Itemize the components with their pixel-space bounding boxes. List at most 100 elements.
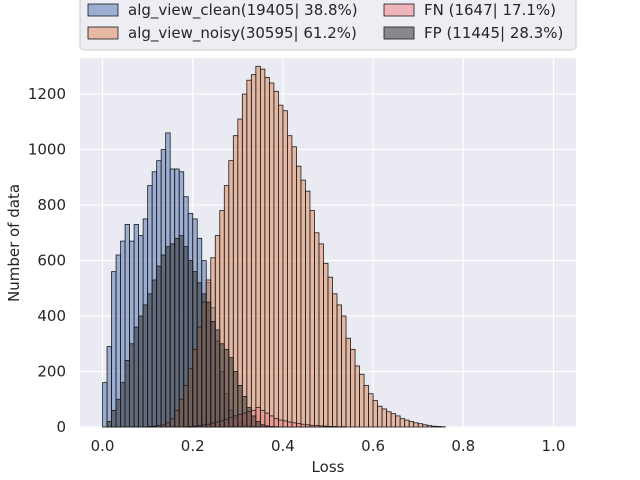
histogram-bar (142, 304, 149, 428)
y-tick-label: 200 (37, 363, 66, 381)
histogram-bar (259, 68, 266, 428)
histogram-bar (237, 384, 243, 428)
y-tick-label: 1200 (28, 85, 66, 103)
histogram-bar (133, 326, 140, 428)
x-tick-label: 0.4 (271, 437, 295, 455)
histogram-bar (273, 418, 279, 428)
histogram-bar (219, 343, 225, 428)
histogram-bar (300, 179, 306, 428)
histogram-bar (147, 293, 153, 428)
y-tick-label: 800 (37, 196, 66, 214)
histogram-bar (413, 422, 419, 428)
x-tick-label: 0.6 (361, 437, 385, 455)
histogram-bar (426, 425, 433, 428)
histogram-bar (106, 346, 112, 428)
histogram-bar (350, 348, 356, 428)
legend-label: alg_view_noisy(30595| 61.2%) (128, 24, 357, 43)
histogram-bar (187, 260, 194, 428)
histogram-bar (124, 360, 131, 428)
y-axis-ticks: 0 200 400 600 800 1000 1200 (28, 85, 66, 436)
histogram-bar (363, 384, 369, 428)
histogram-bar (255, 65, 261, 428)
histogram-bar (332, 426, 338, 428)
legend-swatch (383, 26, 415, 40)
histogram-bar (241, 396, 248, 428)
y-tick-label: 1000 (28, 141, 66, 159)
histogram-bar (314, 232, 320, 428)
histogram-bar (129, 343, 135, 428)
legend-label: alg_view_clean(19405| 38.8%) (128, 1, 358, 20)
histogram-bar (264, 412, 270, 428)
histogram-bar (309, 424, 315, 428)
histogram-bar (214, 329, 221, 428)
histogram-bar (305, 190, 311, 428)
histogram-bar (314, 425, 320, 428)
histogram-bar (408, 421, 415, 428)
histogram-bar (336, 304, 342, 428)
histogram-bar (192, 271, 198, 428)
histogram-bar (183, 246, 189, 428)
legend: alg_view_clean(19405| 38.8%) FN (1647| 17… (79, 0, 577, 51)
histogram-bar (246, 407, 252, 428)
histogram-bar (165, 246, 171, 428)
histogram-bar (210, 321, 216, 428)
histogram-bar (223, 348, 230, 428)
histogram-bars (102, 65, 446, 428)
histogram-bar (268, 426, 275, 428)
histogram-bar (264, 77, 270, 428)
histogram-bar (291, 422, 297, 428)
histogram-bar (327, 426, 333, 428)
histogram-bar (287, 421, 293, 428)
histogram-bar (422, 424, 428, 428)
histogram-bar (169, 243, 176, 428)
histogram-bar (417, 423, 424, 428)
histogram-bar (399, 418, 406, 428)
y-axis-label: Number of data (5, 184, 23, 302)
histogram-bar (115, 398, 121, 428)
histogram-bar (372, 400, 379, 428)
histogram-bar (174, 237, 180, 428)
histogram-bar (102, 382, 108, 428)
histogram-bar (368, 393, 374, 428)
histogram-bar (277, 419, 284, 428)
histogram-bar (160, 254, 167, 428)
histogram-bar (111, 271, 117, 428)
histogram-bar (435, 426, 442, 428)
legend-swatch (87, 3, 119, 17)
histogram-bar (327, 276, 333, 428)
histogram-bar (386, 411, 392, 428)
histogram-bar (300, 423, 306, 428)
histogram-bar (345, 337, 351, 428)
x-axis-ticks: 0.0 0.2 0.4 0.6 0.8 1.0 (91, 437, 566, 455)
histogram-bar (120, 382, 126, 428)
histogram-bar (196, 282, 203, 428)
histogram-bar (341, 315, 347, 428)
histogram-bar (381, 408, 388, 428)
histogram-bar (404, 419, 410, 428)
histogram-bar (318, 425, 324, 428)
histogram-bar (309, 210, 315, 428)
histogram-bar (277, 104, 284, 428)
histogram-bar (228, 357, 234, 428)
y-tick-label: 600 (37, 252, 66, 270)
histogram-bar (268, 415, 275, 428)
histogram-bar (205, 301, 212, 428)
legend-label: FN (1647| 17.1%) (424, 1, 556, 19)
legend-label: FP (11445| 28.3%) (424, 24, 563, 42)
x-tick-label: 0.8 (451, 437, 475, 455)
histogram-bar (156, 265, 162, 428)
histogram-bar (250, 74, 257, 428)
x-tick-label: 0.0 (91, 437, 115, 455)
histogram-bar (255, 421, 261, 428)
legend-swatch (383, 3, 415, 17)
histogram-bar (291, 146, 297, 428)
histogram-bar (287, 135, 293, 428)
histogram-bar (201, 293, 207, 428)
histogram-bar (390, 413, 397, 428)
histogram-bar (332, 293, 338, 428)
histogram-bar (431, 425, 437, 428)
histogram-bar (111, 409, 117, 428)
histogram-bar (232, 371, 239, 428)
legend-swatch (87, 26, 119, 40)
